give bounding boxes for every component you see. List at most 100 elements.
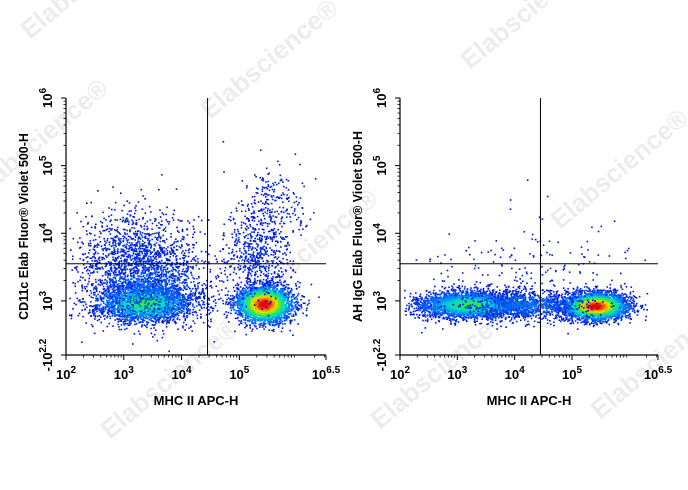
event-dot [296, 306, 299, 308]
event-dot [176, 307, 178, 310]
event-dot [124, 311, 126, 314]
event-dot [144, 314, 147, 316]
event-dot [189, 292, 192, 295]
event-dot [134, 320, 137, 323]
event-dot [101, 298, 104, 300]
event-dot [115, 293, 118, 295]
event-dot [91, 310, 94, 313]
event-dot [266, 294, 269, 296]
event-dot [195, 311, 198, 314]
event-dot [289, 321, 292, 324]
event-dot [235, 294, 238, 297]
event-dot [89, 305, 91, 307]
event-dot [161, 312, 163, 314]
event-dot [166, 313, 168, 315]
event-dot [214, 304, 217, 307]
event-dot [139, 308, 142, 311]
event-dot [130, 312, 132, 315]
event-dot [103, 310, 106, 313]
event-dot [231, 294, 234, 297]
event-dot [100, 309, 103, 312]
event-dot [156, 305, 159, 307]
event-dot [276, 312, 278, 314]
event-dot [178, 318, 181, 321]
event-dot [159, 315, 161, 317]
watermark-text: Elabscience® [455, 0, 604, 75]
event-dot [236, 287, 238, 289]
event-dot [138, 312, 140, 314]
event-dot [139, 302, 141, 305]
event-dot [282, 284, 285, 287]
event-dot [238, 294, 241, 297]
event-dot [279, 314, 281, 316]
event-dot [137, 319, 139, 321]
event-dot [101, 300, 103, 303]
event-dot [158, 316, 160, 319]
event-dot [143, 300, 146, 303]
event-dot [124, 318, 126, 321]
event-dot [113, 312, 115, 314]
event-dot [106, 296, 108, 299]
event-dot [156, 300, 158, 302]
event-dot [110, 300, 113, 303]
event-dot [185, 307, 188, 310]
event-dot [169, 289, 171, 292]
event-dot [176, 318, 179, 320]
event-dot [198, 292, 200, 295]
event-dot [247, 315, 249, 317]
event-dot [151, 288, 153, 291]
event-dot [227, 303, 229, 306]
event-dot [142, 314, 145, 316]
event-dot [114, 313, 116, 315]
event-dot [240, 293, 243, 295]
event-dot [97, 307, 99, 310]
event-dot [269, 318, 271, 320]
event-dot [92, 296, 94, 299]
event-dot [95, 295, 98, 297]
event-dot [173, 292, 176, 294]
event-dot [167, 289, 170, 292]
event-dot [261, 287, 263, 290]
event-dot [162, 316, 164, 318]
event-dot [170, 303, 173, 306]
event-dot [258, 287, 260, 289]
event-dot [142, 299, 144, 301]
event-dot [250, 302, 252, 305]
event-dot [116, 317, 118, 320]
event-dot [188, 287, 191, 290]
event-dot [90, 301, 92, 303]
event-dot [249, 296, 251, 299]
event-dot [175, 301, 178, 304]
event-dot [242, 314, 244, 317]
event-dot [253, 305, 256, 307]
event-dot [273, 324, 276, 327]
event-dot [136, 303, 138, 306]
event-dot [200, 292, 203, 294]
event-dot [287, 288, 289, 290]
event-dot [155, 321, 157, 324]
event-dot [269, 313, 272, 315]
event-dot [140, 299, 143, 302]
event-dot [126, 318, 128, 321]
event-dot [281, 292, 284, 294]
event-dot [295, 285, 297, 287]
event-dot [139, 317, 142, 319]
event-dot [263, 297, 266, 299]
event-dot [278, 281, 280, 284]
event-dot [227, 297, 230, 299]
event-dot [259, 319, 262, 322]
event-dot [278, 322, 280, 325]
event-dot [131, 306, 133, 309]
event-dot [93, 294, 95, 296]
event-dot [158, 311, 160, 314]
event-dot [127, 286, 130, 289]
event-dot [161, 297, 164, 299]
event-dot [142, 305, 145, 308]
event-dot [285, 296, 288, 298]
event-dot [76, 297, 78, 300]
event-dot [185, 305, 187, 307]
event-dot [248, 284, 250, 286]
event-dot [128, 287, 131, 289]
event-dot [98, 304, 101, 307]
event-dot [246, 313, 248, 315]
